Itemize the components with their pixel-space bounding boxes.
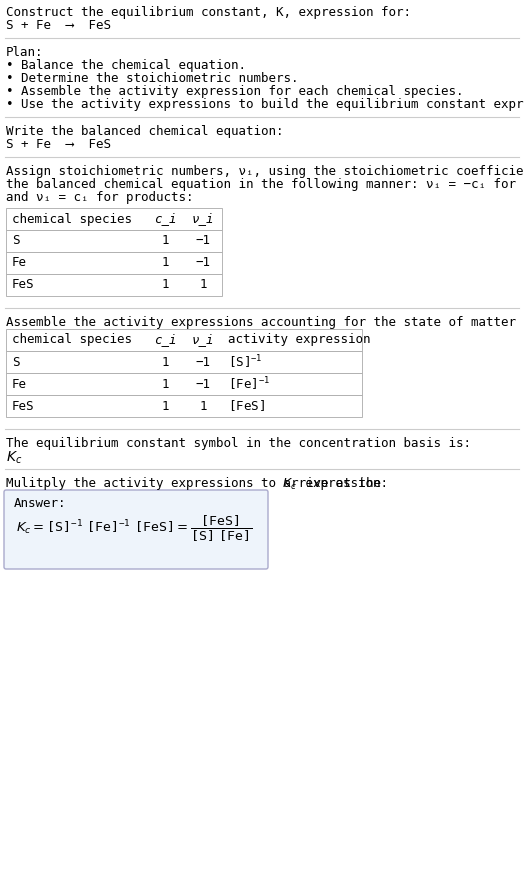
Text: chemical species: chemical species [12,212,132,226]
Text: expression:: expression: [299,477,388,490]
Bar [6,230,222,252]
Text: −1: −1 [195,235,211,248]
Text: Plan:: Plan: [6,46,43,59]
Text: and νᵢ = cᵢ for products:: and νᵢ = cᵢ for products: [6,191,193,204]
Text: FeS: FeS [12,279,35,291]
Text: The equilibrium constant symbol in the concentration basis is:: The equilibrium constant symbol in the c… [6,437,471,450]
Text: Assemble the activity expressions accounting for the state of matter and νᵢ:: Assemble the activity expressions accoun… [6,316,524,329]
Text: $\mathtt{[S]^{-1}}$: $\mathtt{[S]^{-1}}$ [228,353,263,371]
Bar [6,252,222,274]
Text: c_i: c_i [154,334,176,347]
Text: 1: 1 [161,356,169,368]
Text: 1: 1 [161,378,169,390]
Text: chemical species: chemical species [12,334,132,347]
Text: • Use the activity expressions to build the equilibrium constant expression.: • Use the activity expressions to build … [6,98,524,111]
Text: 1: 1 [199,399,207,412]
Text: 1: 1 [161,235,169,248]
Text: 1: 1 [161,257,169,270]
Text: activity expression: activity expression [228,334,370,347]
Text: −1: −1 [195,257,211,270]
Text: Fe: Fe [12,378,27,390]
Text: S: S [12,356,19,368]
FancyBboxPatch shape [4,490,268,569]
Text: $\mathit{K}_c$: $\mathit{K}_c$ [6,450,23,466]
Text: ν_i: ν_i [192,212,214,226]
Text: Assign stoichiometric numbers, νᵢ, using the stoichiometric coefficients, cᵢ, fr: Assign stoichiometric numbers, νᵢ, using… [6,165,524,178]
Text: $\mathit{K}_c$: $\mathit{K}_c$ [282,477,297,492]
Text: Fe: Fe [12,257,27,270]
Bar [6,395,362,417]
Text: Construct the equilibrium constant, K, expression for:: Construct the equilibrium constant, K, e… [6,6,411,19]
Text: ν_i: ν_i [192,334,214,347]
Text: 1: 1 [199,279,207,291]
Text: Answer:: Answer: [14,497,67,510]
Text: c_i: c_i [154,212,176,226]
Text: S + Fe  ⟶  FeS: S + Fe ⟶ FeS [6,138,111,151]
Text: S: S [12,235,19,248]
Bar [6,208,222,230]
Text: • Balance the chemical equation.: • Balance the chemical equation. [6,59,246,72]
Bar [6,274,222,296]
Bar [6,329,362,351]
Text: 1: 1 [161,279,169,291]
Text: FeS: FeS [12,399,35,412]
Text: $\mathtt{[FeS]}$: $\mathtt{[FeS]}$ [228,398,265,413]
Bar [6,351,362,373]
Text: • Assemble the activity expression for each chemical species.: • Assemble the activity expression for e… [6,85,464,98]
Text: • Determine the stoichiometric numbers.: • Determine the stoichiometric numbers. [6,72,299,85]
Text: 1: 1 [161,399,169,412]
Text: Mulitply the activity expressions to arrive at the: Mulitply the activity expressions to arr… [6,477,388,490]
Bar [6,373,362,395]
Text: S + Fe  ⟶  FeS: S + Fe ⟶ FeS [6,19,111,32]
Text: −1: −1 [195,378,211,390]
Text: Write the balanced chemical equation:: Write the balanced chemical equation: [6,125,283,138]
Text: $\mathtt{[Fe]^{-1}}$: $\mathtt{[Fe]^{-1}}$ [228,375,270,393]
Text: the balanced chemical equation in the following manner: νᵢ = −cᵢ for reactants: the balanced chemical equation in the fo… [6,178,524,191]
Text: $\mathit{K}_c = \mathtt{[S]^{-1}\ [Fe]^{-1}\ [FeS]} = \dfrac{\mathtt{[FeS]}}{\ma: $\mathit{K}_c = \mathtt{[S]^{-1}\ [Fe]^{… [16,514,253,544]
Text: −1: −1 [195,356,211,368]
